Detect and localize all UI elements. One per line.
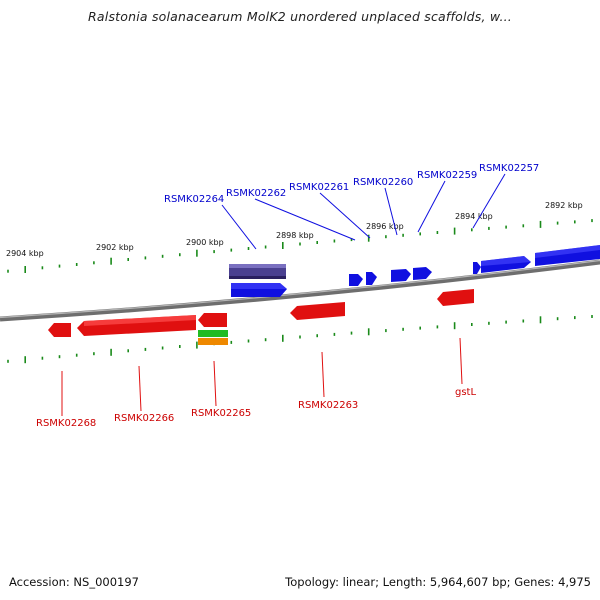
gene-rsmk02259[interactable] bbox=[413, 267, 432, 280]
gene-small-forward[interactable] bbox=[473, 262, 481, 274]
gene-rsmk02260[interactable] bbox=[391, 269, 411, 282]
accession-text: Accession: NS_000197 bbox=[9, 575, 139, 589]
label-rsmk02268[interactable]: RSMK02268 bbox=[36, 418, 96, 429]
label-rsmk02259[interactable]: RSMK02259 bbox=[417, 170, 477, 181]
label-gstl[interactable]: gstL bbox=[455, 387, 476, 398]
gene-rsmk02262[interactable] bbox=[349, 274, 363, 286]
scale-label-2898: 2898 kbp bbox=[276, 231, 314, 240]
scale-label-2896: 2896 kbp bbox=[366, 222, 404, 231]
scale-label-2902: 2902 kbp bbox=[96, 243, 134, 252]
label-rsmk02261[interactable]: RSMK02261 bbox=[289, 182, 349, 193]
forward-leader-lines bbox=[221, 173, 506, 250]
scale-label-2900: 2900 kbp bbox=[186, 238, 224, 247]
scale-label-2894: 2894 kbp bbox=[455, 212, 493, 221]
label-rsmk02260[interactable]: RSMK02260 bbox=[353, 177, 413, 188]
label-rsmk02257[interactable]: RSMK02257 bbox=[479, 163, 539, 174]
map-title: Ralstonia solanacearum MolK2 unordered u… bbox=[88, 9, 512, 24]
reverse-leader-lines bbox=[61, 337, 463, 416]
gene-rsmk02265-a[interactable] bbox=[198, 313, 227, 327]
gene-rsmk02265-green[interactable] bbox=[198, 330, 228, 337]
gene-rsmk02263[interactable] bbox=[290, 302, 345, 320]
label-rsmk02265[interactable]: RSMK02265 bbox=[191, 408, 251, 419]
gene-rsmk02268[interactable] bbox=[48, 323, 71, 337]
scale-label-2904: 2904 kbp bbox=[6, 249, 44, 258]
gene-gstl[interactable] bbox=[437, 289, 474, 306]
forward-genes bbox=[229, 245, 600, 297]
gene-rsmk02265-orange[interactable] bbox=[198, 338, 228, 345]
scale-label-2892: 2892 kbp bbox=[545, 201, 583, 210]
label-rsmk02262[interactable]: RSMK02262 bbox=[226, 188, 286, 199]
chromosome-backbone bbox=[0, 259, 600, 322]
reverse-genes bbox=[48, 289, 474, 345]
topology-summary: Topology: linear; Length: 5,964,607 bp; … bbox=[285, 575, 591, 589]
gene-rsmk02261[interactable] bbox=[366, 272, 377, 285]
label-rsmk02263[interactable]: RSMK02263 bbox=[298, 400, 358, 411]
label-rsmk02264[interactable]: RSMK02264 bbox=[164, 194, 224, 205]
label-rsmk02266[interactable]: RSMK02266 bbox=[114, 413, 174, 424]
